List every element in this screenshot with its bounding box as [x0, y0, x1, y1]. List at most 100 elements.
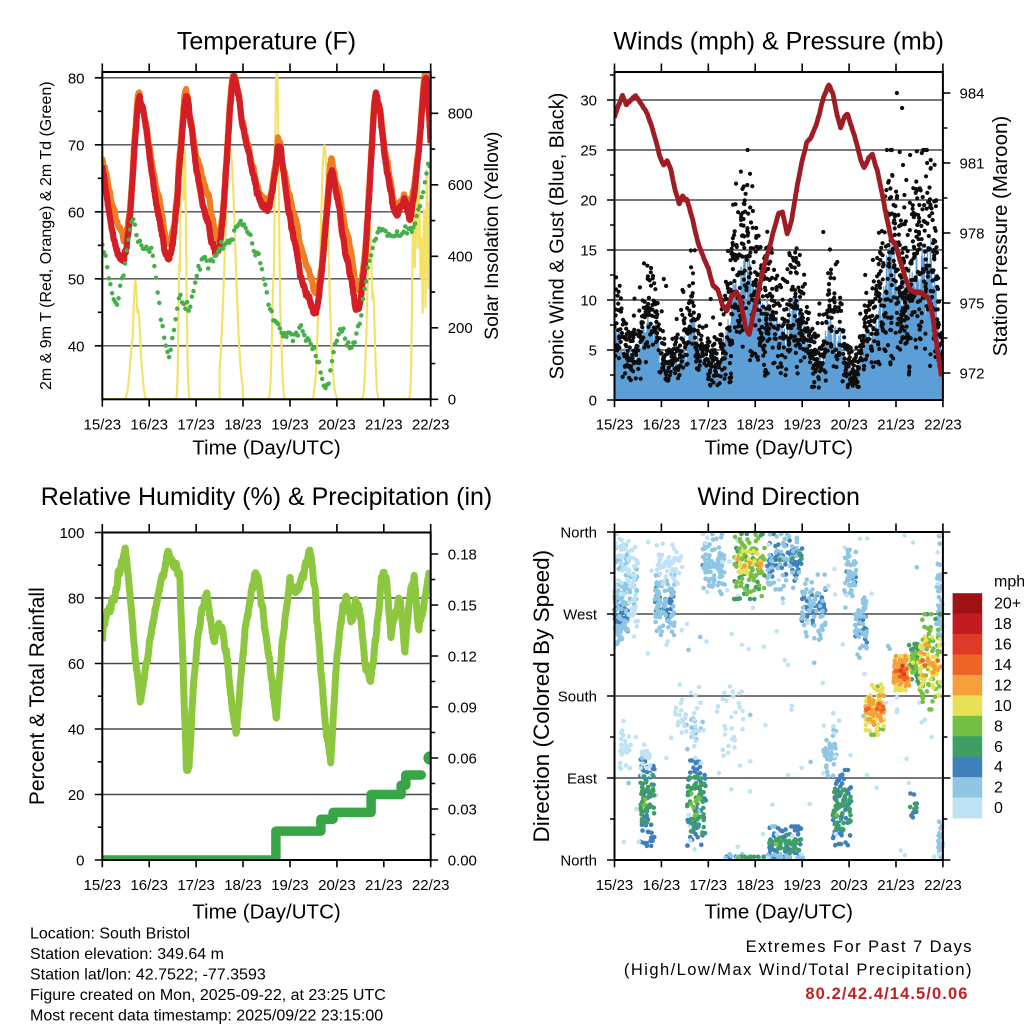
svg-text:2m & 9m T (Red, Orange) & 2m T: 2m & 9m T (Red, Orange) & 2m Td (Green): [38, 81, 55, 390]
svg-text:Direction (Colored By Speed): Direction (Colored By Speed): [529, 550, 554, 843]
svg-text:21/23: 21/23: [365, 417, 403, 434]
svg-text:70: 70: [68, 137, 85, 154]
svg-text:Location: South Bristol: Location: South Bristol: [30, 925, 190, 942]
svg-text:18/23: 18/23: [736, 877, 774, 894]
svg-text:800: 800: [448, 106, 473, 123]
svg-text:(High/Low/Max Wind/Total Preci: (High/Low/Max Wind/Total Precipitation): [624, 961, 973, 979]
svg-text:16/23: 16/23: [130, 877, 168, 894]
svg-text:25: 25: [580, 143, 597, 160]
svg-text:18/23: 18/23: [224, 417, 262, 434]
svg-text:50: 50: [68, 271, 85, 288]
svg-text:19/23: 19/23: [271, 877, 309, 894]
svg-text:17/23: 17/23: [177, 417, 215, 434]
svg-text:17/23: 17/23: [177, 877, 215, 894]
svg-text:Time (Day/UTC): Time (Day/UTC): [704, 901, 852, 924]
svg-text:19/23: 19/23: [783, 417, 821, 434]
svg-text:17/23: 17/23: [690, 417, 728, 434]
svg-text:Sonic Wind & Gust (Blue, Black: Sonic Wind & Gust (Blue, Black): [547, 93, 569, 380]
svg-text:0.15: 0.15: [448, 597, 477, 614]
svg-text:Time (Day/UTC): Time (Day/UTC): [192, 437, 340, 460]
svg-text:20/23: 20/23: [318, 877, 356, 894]
svg-text:20+: 20+: [994, 596, 1021, 613]
svg-text:16/23: 16/23: [643, 877, 681, 894]
svg-text:975: 975: [960, 295, 985, 312]
svg-text:0.18: 0.18: [448, 546, 477, 563]
svg-text:600: 600: [448, 177, 473, 194]
svg-text:60: 60: [68, 204, 85, 221]
svg-text:18/23: 18/23: [736, 417, 774, 434]
svg-text:100: 100: [59, 525, 84, 542]
svg-text:400: 400: [448, 249, 473, 266]
svg-text:0: 0: [589, 393, 597, 410]
svg-text:Station elevation: 349.64 m: Station elevation: 349.64 m: [30, 946, 224, 963]
svg-text:80.2/42.4/14.5/0.06: 80.2/42.4/14.5/0.06: [805, 985, 968, 1003]
svg-text:South: South: [558, 689, 597, 706]
svg-text:21/23: 21/23: [365, 877, 403, 894]
svg-text:10: 10: [994, 698, 1012, 715]
svg-text:978: 978: [960, 225, 985, 242]
svg-text:Time (Day/UTC): Time (Day/UTC): [704, 437, 852, 460]
svg-text:18/23: 18/23: [224, 877, 262, 894]
svg-text:0: 0: [76, 853, 84, 870]
svg-text:North: North: [560, 853, 597, 870]
svg-text:20/23: 20/23: [318, 417, 356, 434]
svg-text:20/23: 20/23: [830, 417, 868, 434]
svg-text:40: 40: [68, 722, 85, 739]
svg-text:Percent & Total Rainfall: Percent & Total Rainfall: [26, 587, 49, 805]
svg-text:0: 0: [994, 800, 1003, 817]
svg-text:19/23: 19/23: [271, 417, 309, 434]
svg-text:0.03: 0.03: [448, 801, 477, 818]
svg-text:80: 80: [68, 70, 85, 87]
svg-text:200: 200: [448, 320, 473, 337]
svg-text:5: 5: [589, 343, 597, 360]
svg-text:Figure created on Mon, 2025-09: Figure created on Mon, 2025-09-22, at 23…: [30, 987, 386, 1004]
svg-text:20/23: 20/23: [830, 877, 868, 894]
svg-text:Relative Humidity (%) & Precip: Relative Humidity (%) & Precipitation (i…: [41, 483, 493, 511]
svg-text:Time (Day/UTC): Time (Day/UTC): [192, 901, 340, 924]
svg-text:15/23: 15/23: [596, 877, 634, 894]
svg-text:30: 30: [580, 93, 597, 110]
svg-text:16/23: 16/23: [643, 417, 681, 434]
svg-text:981: 981: [960, 155, 985, 172]
svg-text:15/23: 15/23: [596, 417, 634, 434]
svg-text:972: 972: [960, 365, 985, 382]
svg-text:West: West: [563, 607, 598, 624]
svg-text:0.00: 0.00: [448, 852, 477, 869]
svg-text:20: 20: [580, 193, 597, 210]
svg-text:984: 984: [960, 85, 985, 102]
svg-text:0.09: 0.09: [448, 699, 477, 716]
svg-text:Most recent data timestamp: 20: Most recent data timestamp: 2025/09/22 2…: [30, 1007, 383, 1024]
svg-text:Station lat/lon: 42.7522; -77.: Station lat/lon: 42.7522; -77.3593: [30, 966, 266, 983]
svg-text:Solar Insolation (Yellow): Solar Insolation (Yellow): [481, 131, 503, 339]
svg-text:Wind Direction: Wind Direction: [697, 483, 860, 511]
svg-text:0: 0: [448, 392, 456, 409]
svg-text:60: 60: [68, 656, 85, 673]
svg-text:15/23: 15/23: [84, 417, 122, 434]
svg-text:20: 20: [68, 787, 85, 804]
svg-text:0.12: 0.12: [448, 648, 477, 665]
svg-text:21/23: 21/23: [877, 877, 915, 894]
svg-text:0.06: 0.06: [448, 750, 477, 767]
svg-text:12: 12: [994, 678, 1012, 695]
svg-text:22/23: 22/23: [924, 877, 962, 894]
svg-text:2: 2: [994, 780, 1003, 797]
svg-text:Temperature (F): Temperature (F): [177, 28, 356, 56]
svg-text:6: 6: [994, 739, 1003, 756]
svg-text:14: 14: [994, 657, 1012, 674]
svg-text:16: 16: [994, 637, 1012, 654]
svg-text:19/23: 19/23: [783, 877, 821, 894]
svg-text:North: North: [560, 525, 597, 542]
svg-text:Winds (mph) & Pressure (mb): Winds (mph) & Pressure (mb): [613, 28, 944, 56]
svg-text:East: East: [567, 771, 598, 788]
svg-text:4: 4: [994, 759, 1003, 776]
svg-text:17/23: 17/23: [690, 877, 728, 894]
svg-text:22/23: 22/23: [412, 417, 450, 434]
svg-text:15/23: 15/23: [84, 877, 122, 894]
svg-text:Station Pressure (Maroon): Station Pressure (Maroon): [989, 116, 1012, 356]
svg-text:40: 40: [68, 338, 85, 355]
svg-text:16/23: 16/23: [130, 417, 168, 434]
svg-text:mph: mph: [994, 574, 1024, 591]
svg-text:8: 8: [994, 718, 1003, 735]
svg-text:22/23: 22/23: [924, 417, 962, 434]
svg-text:21/23: 21/23: [877, 417, 915, 434]
